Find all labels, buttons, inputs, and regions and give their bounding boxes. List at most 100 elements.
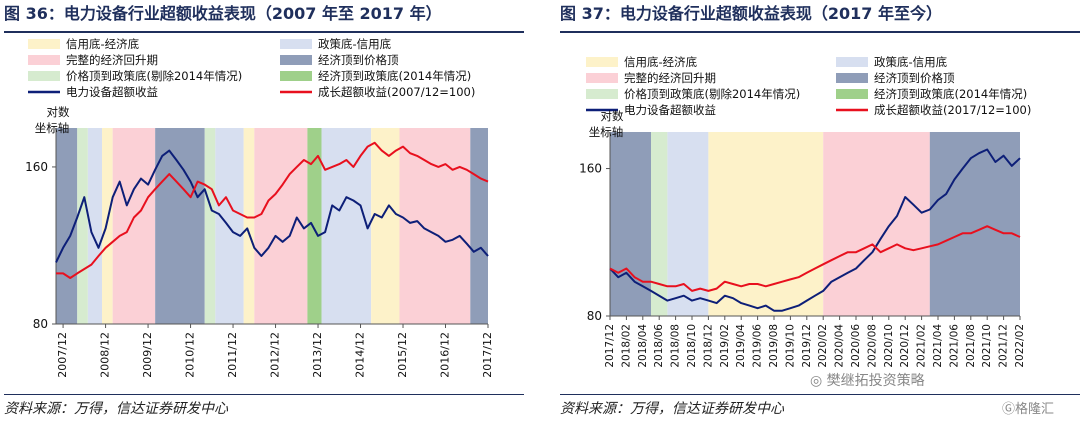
legend-label: 电力设备超额收益 [624, 103, 716, 117]
x-tick-label: 2018/10 [686, 324, 698, 368]
y-tick-label: 80 [33, 317, 48, 331]
legend-label: 经济顶到政策底(2014年情况) [318, 69, 471, 83]
y-tick-label: 160 [579, 162, 602, 176]
x-tick-label: 2018/06 [653, 324, 665, 368]
legend-swatch [28, 39, 60, 49]
y-axis-title: 对数 [47, 105, 70, 119]
legend-swatch [586, 57, 618, 67]
chart-panel-left: 图 36：电力设备行业超额收益表现（2007 年至 2017 年） 信用底-经济… [4, 0, 529, 425]
region-band [204, 128, 216, 324]
x-tick-label: 2019/06 [752, 324, 764, 368]
region-band [254, 128, 308, 324]
x-tick-label: 2021/08 [965, 324, 977, 368]
region-band [823, 132, 930, 316]
region-band [243, 128, 255, 324]
region-band [87, 128, 103, 324]
y-tick-label: 160 [25, 160, 48, 174]
legend-label: 政策底-信用底 [874, 55, 948, 69]
legend-label: 价格顶到政策底(剔除2014年情况) [66, 69, 242, 83]
legend-label: 经济顶到价格顶 [318, 53, 399, 67]
legend-swatch [586, 89, 618, 99]
region-band [155, 128, 205, 324]
x-tick-label: 2017/12 [481, 332, 494, 378]
watermark-brand-text: 樊继拓投资策略 [826, 373, 925, 389]
x-tick-label: 2022/02 [1014, 324, 1026, 368]
x-tick-label: 2021/06 [948, 324, 960, 368]
figure-title: 图 36：电力设备行业超额收益表现（2007 年至 2017 年） [4, 4, 442, 23]
region-band [610, 132, 651, 316]
x-tick-label: 2019/12 [801, 324, 813, 368]
region-band [708, 132, 824, 316]
title-rule [4, 31, 524, 33]
x-tick-label: 2020/04 [834, 324, 846, 368]
legend-label: 信用底-经济底 [624, 55, 698, 69]
x-tick-label: 2019/02 [719, 324, 731, 368]
wechat-icon: ◎ [810, 373, 827, 389]
x-tick-label: 2018/04 [637, 324, 649, 368]
power-equipment-series-line [609, 148, 1021, 312]
x-tick-label: 2021/02 [916, 324, 928, 368]
source-note: 资料来源：万得，信达证券研发中心 [4, 401, 228, 417]
power-equipment-series-line [55, 149, 489, 263]
y-axis-title: 坐标轴 [35, 121, 70, 135]
x-tick-label: 2010/12 [184, 332, 197, 378]
region-band [399, 128, 471, 324]
legend-swatch [836, 73, 868, 83]
legend-swatch [280, 39, 312, 49]
region-band [102, 128, 113, 324]
x-tick-label: 2020/12 [899, 324, 911, 368]
legend-label: 信用底-经济底 [66, 37, 140, 51]
legend-label: 价格顶到政策底(剔除2014年情况) [624, 87, 800, 101]
figure-title: 图 37：电力设备行业超额收益表现（2017 年至今） [560, 4, 942, 23]
region-band [307, 128, 322, 324]
footer-rule [4, 394, 524, 395]
source-note: 资料来源：万得，信达证券研发中心 [560, 401, 784, 417]
legend-swatch [28, 71, 60, 81]
region-band [371, 128, 400, 324]
x-tick-label: 2013/12 [311, 332, 324, 378]
x-tick-label: 2020/02 [817, 324, 829, 368]
y-axis-title: 坐标轴 [589, 125, 624, 139]
growth-series-line [56, 141, 489, 279]
legend-label: 成长超额收益(2017/12=100) [874, 103, 1031, 117]
x-tick-label: 2017/12 [604, 324, 616, 368]
legend-label: 经济顶到政策底(2014年情况) [874, 87, 1027, 101]
legend-label: 电力设备超额收益 [66, 85, 158, 99]
x-tick-label: 2018/08 [670, 324, 682, 368]
region-band [77, 128, 88, 324]
x-tick-label: 2021/12 [998, 324, 1010, 368]
x-tick-label: 2020/08 [866, 324, 878, 368]
y-tick-label: 80 [587, 309, 602, 323]
footer-rule [560, 394, 1080, 395]
x-tick-label: 2008/12 [99, 332, 112, 378]
region-band [321, 128, 372, 324]
x-tick-label: 2020/10 [883, 324, 895, 368]
x-tick-label: 2016/12 [439, 332, 452, 378]
region-band [651, 132, 668, 316]
legend-label: 政策底-信用底 [318, 37, 392, 51]
watermark-platform: Ⓖ格隆汇 [1002, 398, 1054, 417]
chart-panel-right: 图 37：电力设备行业超额收益表现（2017 年至今） 信用底-经济底 政策底-信… [560, 0, 1080, 425]
x-tick-label: 2011/12 [226, 332, 239, 378]
watermark-platform-text: 格隆汇 [1015, 402, 1055, 417]
x-tick-label: 2014/12 [354, 332, 367, 378]
x-tick-label: 2019/04 [735, 324, 747, 368]
x-tick-label: 2021/10 [981, 324, 993, 368]
x-tick-label: 2007/12 [56, 332, 69, 378]
x-tick-label: 2009/12 [141, 332, 154, 378]
title-rule [560, 31, 1080, 33]
legend-swatch [280, 71, 312, 81]
legend-label: 成长超额收益(2007/12=100) [318, 85, 475, 99]
y-axis-title: 对数 [601, 109, 624, 123]
legend-swatch [280, 55, 312, 65]
legend-label: 完整的经济回升期 [624, 71, 716, 85]
legend-swatch [28, 55, 60, 65]
region-band [929, 132, 1020, 316]
x-tick-label: 2019/10 [784, 324, 796, 368]
legend-label: 完整的经济回升期 [66, 53, 158, 67]
watermark-brand: ◎ 樊继拓投资策略 [810, 370, 925, 390]
legend-swatch [836, 57, 868, 67]
legend-swatch [586, 73, 618, 83]
